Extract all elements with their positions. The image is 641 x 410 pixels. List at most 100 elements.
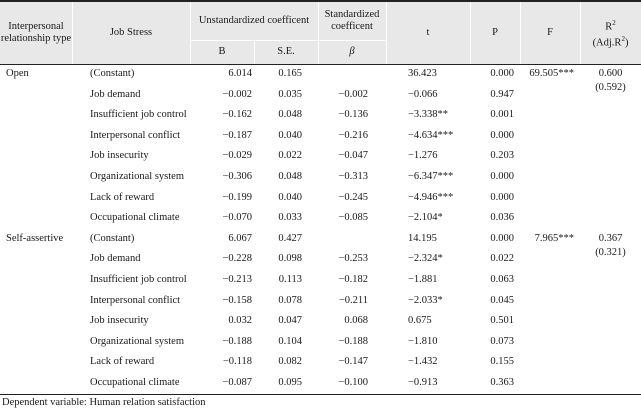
group-r2: 0.367 xyxy=(598,232,623,244)
cell-se: 0.082 xyxy=(278,356,302,368)
cell-stress: Lack of reward xyxy=(90,356,155,368)
cell-se: 0.035 xyxy=(278,88,302,100)
cell-stress: (Constant) xyxy=(90,68,135,79)
cell-p: 0.036 xyxy=(490,212,514,224)
cell-t: −1.276 xyxy=(408,150,438,162)
cell-t: 0.675 xyxy=(408,315,432,327)
cell-t: −2.324* xyxy=(408,253,443,265)
cell-se: 0.048 xyxy=(278,109,302,121)
cell-se: 0.078 xyxy=(278,294,302,306)
cell-t: −1.432 xyxy=(408,356,438,368)
cell-t: −1.881 xyxy=(408,274,438,285)
cell-stress: Job insecurity xyxy=(90,315,149,327)
cell-t: −0.913 xyxy=(408,377,438,388)
cell-stress: Job insecurity xyxy=(90,150,149,162)
header-unstandardized: Unstandardized coefficent xyxy=(198,15,310,26)
cell-se: 0.048 xyxy=(278,171,302,182)
cell-stress: Organizational system xyxy=(90,335,184,347)
cell-se: 0.113 xyxy=(278,274,302,285)
cell-beta: −0.253 xyxy=(338,253,368,265)
cell-b: −0.162 xyxy=(222,109,252,121)
header-f: F xyxy=(547,27,553,38)
cell-t: 36.423 xyxy=(408,68,437,79)
header-job-stress: Job Stress xyxy=(109,27,153,38)
cell-stress: Organizational system xyxy=(90,171,184,182)
cell-p: 0.073 xyxy=(490,335,514,347)
cell-beta: −0.085 xyxy=(338,212,368,224)
cell-beta: −0.136 xyxy=(338,109,368,121)
cell-stress: Occupational climate xyxy=(90,212,180,224)
cell-beta: −0.216 xyxy=(338,129,368,141)
cell-b: −0.158 xyxy=(222,294,252,306)
cell-b: −0.199 xyxy=(222,191,252,203)
cell-p: 0.155 xyxy=(490,356,514,368)
header-r2: R2 (Adj.R2) xyxy=(592,18,629,49)
header-t: t xyxy=(426,27,430,38)
cell-se: 0.040 xyxy=(278,129,302,141)
cell-se: 0.165 xyxy=(278,68,302,79)
group-type: Self-assertive xyxy=(6,232,64,244)
group-r2: 0.600 xyxy=(598,68,623,79)
cell-se: 0.033 xyxy=(278,212,302,224)
cell-se: 0.040 xyxy=(278,191,302,203)
cell-beta: −0.211 xyxy=(338,294,368,306)
cell-p: 0.203 xyxy=(490,150,514,162)
table-header xyxy=(0,2,641,64)
cell-beta: −0.188 xyxy=(338,335,368,347)
cell-p: 0.063 xyxy=(490,274,514,285)
cell-se: 0.022 xyxy=(278,150,302,162)
cell-p: 0.022 xyxy=(490,253,514,265)
cell-b: −0.228 xyxy=(222,253,252,265)
cell-t: 14.195 xyxy=(408,232,437,244)
cell-t: −6.347*** xyxy=(408,171,454,182)
group-adj-r2: (0.321) xyxy=(595,246,626,258)
cell-beta: −0.100 xyxy=(338,377,368,388)
cell-t: −3.338** xyxy=(408,109,449,121)
cell-beta: −0.147 xyxy=(338,356,368,368)
cell-beta: −0.313 xyxy=(338,171,368,182)
cell-beta: −0.245 xyxy=(338,191,368,203)
cell-t: −1.810 xyxy=(408,335,438,347)
cell-se: 0.095 xyxy=(278,377,302,388)
cell-beta: −0.002 xyxy=(338,88,368,100)
cell-b: −0.306 xyxy=(222,171,252,182)
cell-p: 0.363 xyxy=(490,377,514,388)
table-top-rule xyxy=(0,0,641,2)
group-type: Open xyxy=(6,68,29,79)
table-footnote: Dependent variable: Human relation satis… xyxy=(2,397,206,408)
group-adj-r2: (0.592) xyxy=(595,82,626,93)
header-b: B xyxy=(218,46,226,57)
cell-stress: Occupational climate xyxy=(90,377,180,388)
cell-stress: Lack of reward xyxy=(90,191,155,203)
cell-beta: −0.182 xyxy=(338,274,368,285)
cell-b: −0.118 xyxy=(222,356,252,368)
cell-b: −0.029 xyxy=(222,150,252,162)
cell-p: 0.947 xyxy=(490,88,514,100)
cell-p: 0.000 xyxy=(490,68,514,79)
cell-b: 6.067 xyxy=(228,232,252,244)
cell-b: −0.187 xyxy=(222,129,252,141)
cell-b: −0.002 xyxy=(222,88,252,100)
header-beta: β xyxy=(349,46,355,57)
cell-t: −0.066 xyxy=(408,88,438,100)
cell-p: 0.501 xyxy=(490,315,514,327)
cell-beta: 0.068 xyxy=(344,315,368,327)
cell-b: 0.032 xyxy=(228,315,252,327)
header-relationship-type: Interpersonal relationship type xyxy=(0,21,72,44)
cell-stress: (Constant) xyxy=(90,232,135,244)
cell-b: 6.014 xyxy=(228,68,252,79)
cell-p: 0.000 xyxy=(490,191,514,203)
cell-b: −0.188 xyxy=(222,335,252,347)
cell-t: −4.634*** xyxy=(408,129,454,141)
header-standardized: Standardized coefficent xyxy=(324,9,380,32)
cell-t: −2.104* xyxy=(408,212,443,224)
cell-b: −0.087 xyxy=(222,377,252,388)
cell-se: 0.047 xyxy=(278,315,302,327)
group-f: 69.505*** xyxy=(529,68,574,79)
cell-p: 0.000 xyxy=(490,171,514,182)
cell-se: 0.098 xyxy=(278,253,302,265)
header-se: S.E. xyxy=(277,46,295,57)
cell-p: 0.000 xyxy=(490,232,514,244)
cell-beta: −0.047 xyxy=(338,150,368,162)
